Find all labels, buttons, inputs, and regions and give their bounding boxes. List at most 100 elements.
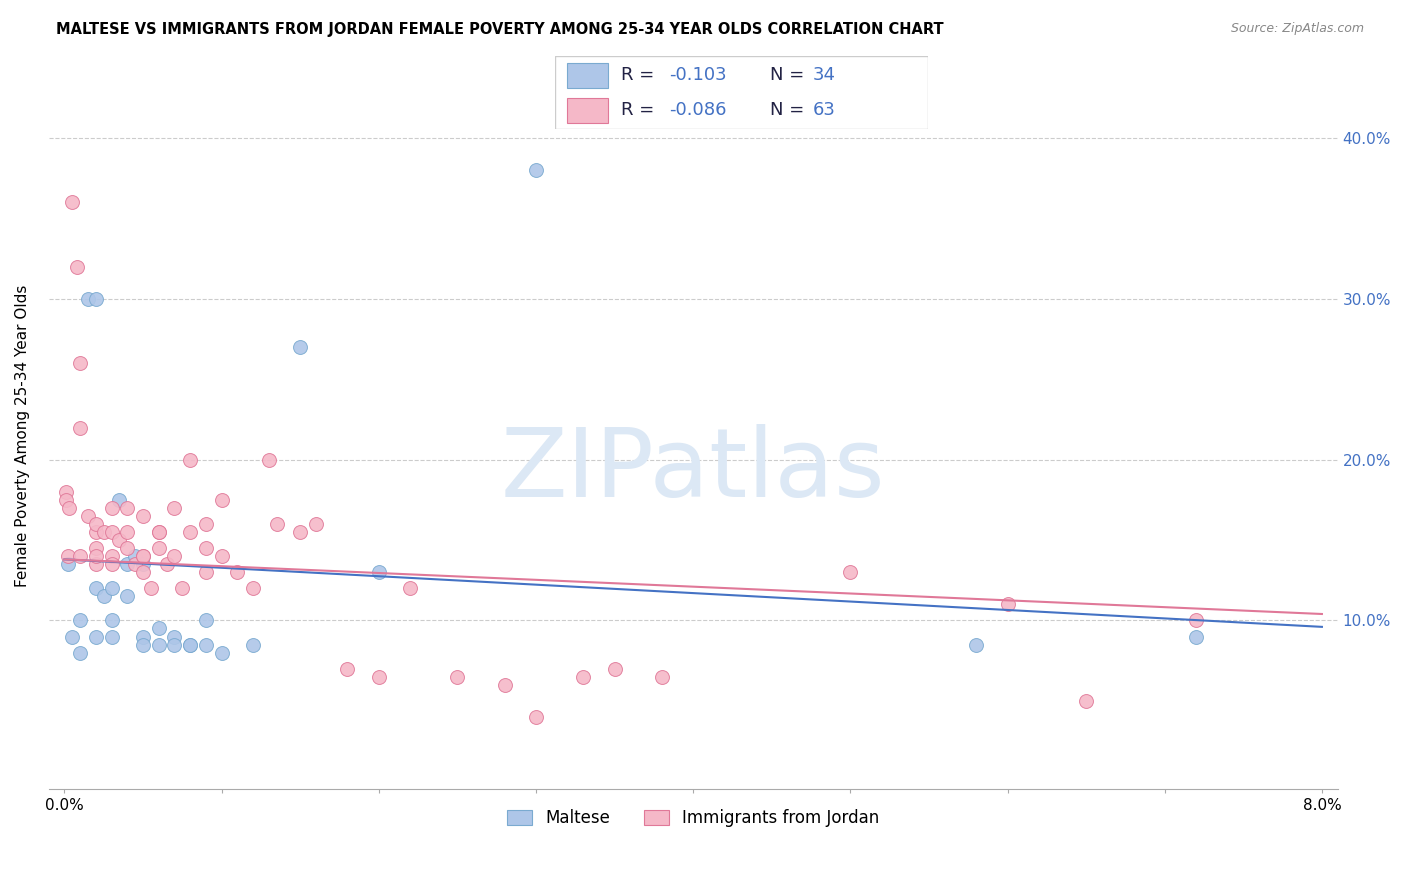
Text: -0.086: -0.086 [669,102,727,120]
Point [1076,694,1098,708]
Point [148,524,170,539]
Point [132,638,155,652]
Point [132,549,155,563]
Text: Source: ZipAtlas.com: Source: ZipAtlas.com [1230,22,1364,36]
Point [132,549,155,563]
Bar [567,98,607,123]
Text: MALTESE VS IMMIGRANTS FROM JORDAN FEMALE POVERTY AMONG 25-34 YEAR OLDS CORRELATI: MALTESE VS IMMIGRANTS FROM JORDAN FEMALE… [56,22,943,37]
Point [211,646,233,660]
Point [69,420,91,434]
Point [77,292,100,306]
Point [163,549,186,563]
Point [139,582,162,596]
Point [242,582,264,596]
Point [194,638,217,652]
Point [148,541,170,555]
Point [100,630,122,644]
Point [84,524,107,539]
Point [93,524,115,539]
Text: 63: 63 [813,102,835,120]
Point [58,500,80,515]
Point [108,492,131,507]
Point [257,452,280,467]
Point [148,638,170,652]
Point [211,549,233,563]
Point [100,614,122,628]
Point [997,598,1019,612]
Point [446,670,468,684]
Point [524,710,547,724]
Point [60,630,83,644]
Point [56,557,79,571]
Point [124,549,146,563]
Point [194,614,217,628]
FancyBboxPatch shape [555,56,928,129]
Point [572,670,595,684]
Point [156,557,179,571]
Point [163,638,186,652]
Point [100,524,122,539]
Text: 34: 34 [813,66,835,84]
Text: N =: N = [769,102,810,120]
Point [100,549,122,563]
Y-axis label: Female Poverty Among 25-34 Year Olds: Female Poverty Among 25-34 Year Olds [15,285,30,587]
Point [226,565,249,579]
Point [84,582,107,596]
Point [60,195,83,210]
Point [69,356,91,370]
Point [179,524,201,539]
Point [1185,630,1208,644]
Point [179,638,201,652]
Point [117,590,139,604]
Point [69,646,91,660]
Text: N =: N = [769,66,810,84]
Point [69,549,91,563]
Point [367,670,389,684]
Point [100,582,122,596]
Point [172,582,194,596]
Point [194,565,217,579]
Point [163,630,186,644]
Point [336,662,359,676]
Point [179,452,201,467]
Point [132,557,155,571]
Point [55,492,77,507]
Point [66,260,89,274]
Point [148,524,170,539]
Point [55,484,77,499]
Point [179,638,201,652]
Point [100,557,122,571]
Point [290,524,312,539]
Point [1185,614,1208,628]
Point [77,508,100,523]
Point [524,163,547,178]
Point [124,557,146,571]
Point [148,622,170,636]
Point [194,516,217,531]
Point [84,549,107,563]
Point [194,541,217,555]
Point [56,549,79,563]
Point [603,662,626,676]
Point [69,614,91,628]
Point [290,340,312,354]
Text: ZIPatlas: ZIPatlas [501,425,886,517]
Point [84,557,107,571]
Legend: Maltese, Immigrants from Jordan: Maltese, Immigrants from Jordan [501,803,886,834]
Text: R =: R = [620,102,659,120]
Point [93,590,115,604]
Point [399,582,422,596]
Text: R =: R = [620,66,659,84]
Point [108,533,131,547]
Point [117,500,139,515]
Point [132,630,155,644]
Point [84,292,107,306]
Point [84,630,107,644]
Point [84,516,107,531]
Point [117,557,139,571]
Text: -0.103: -0.103 [669,66,727,84]
Point [117,524,139,539]
Point [242,638,264,652]
Point [132,565,155,579]
Point [132,508,155,523]
